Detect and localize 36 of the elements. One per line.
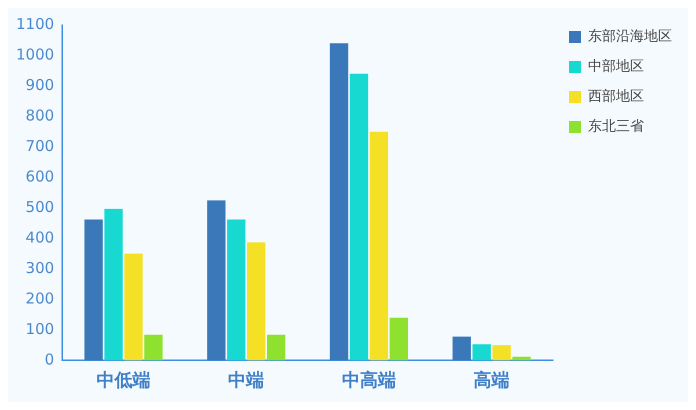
- bar: [104, 208, 123, 360]
- x-tick-label: 中高端: [342, 370, 396, 391]
- bar: [247, 242, 266, 360]
- y-tick-label: 300: [26, 258, 54, 277]
- bar: [207, 200, 226, 360]
- y-tick-label: 1100: [16, 14, 54, 33]
- y-tick-label: 700: [26, 136, 54, 155]
- y-tick-label: 900: [26, 76, 54, 94]
- x-tick-label: 高端: [474, 370, 510, 391]
- bar: [472, 344, 491, 360]
- legend-label: 东部沿海地区: [588, 28, 672, 45]
- bar: [390, 318, 408, 360]
- y-tick-label: 400: [26, 228, 54, 246]
- bar: [84, 220, 103, 360]
- legend-label: 东北三省: [588, 118, 644, 135]
- y-tick-label: 0: [44, 350, 54, 368]
- bar: [370, 132, 388, 360]
- bar: [266, 334, 286, 360]
- bar: [144, 334, 163, 360]
- x-tick-label: 中端: [228, 370, 264, 391]
- bar: [350, 74, 368, 360]
- y-tick-label: 1000: [16, 45, 54, 64]
- legend-label: 中部地区: [588, 58, 644, 75]
- y-tick-label: 100: [26, 320, 54, 338]
- bar: [227, 220, 246, 360]
- y-tick-label: 500: [26, 198, 54, 216]
- legend-label: 西部地区: [588, 88, 644, 105]
- bar: [512, 356, 531, 360]
- y-tick-label: 800: [26, 106, 54, 124]
- bar: [452, 336, 471, 360]
- y-tick-label: 200: [26, 289, 54, 308]
- bar: [492, 345, 511, 360]
- bar: [124, 254, 143, 360]
- x-tick-label: 中低端: [96, 370, 151, 391]
- y-tick-label: 600: [26, 167, 54, 186]
- bar: [330, 43, 348, 360]
